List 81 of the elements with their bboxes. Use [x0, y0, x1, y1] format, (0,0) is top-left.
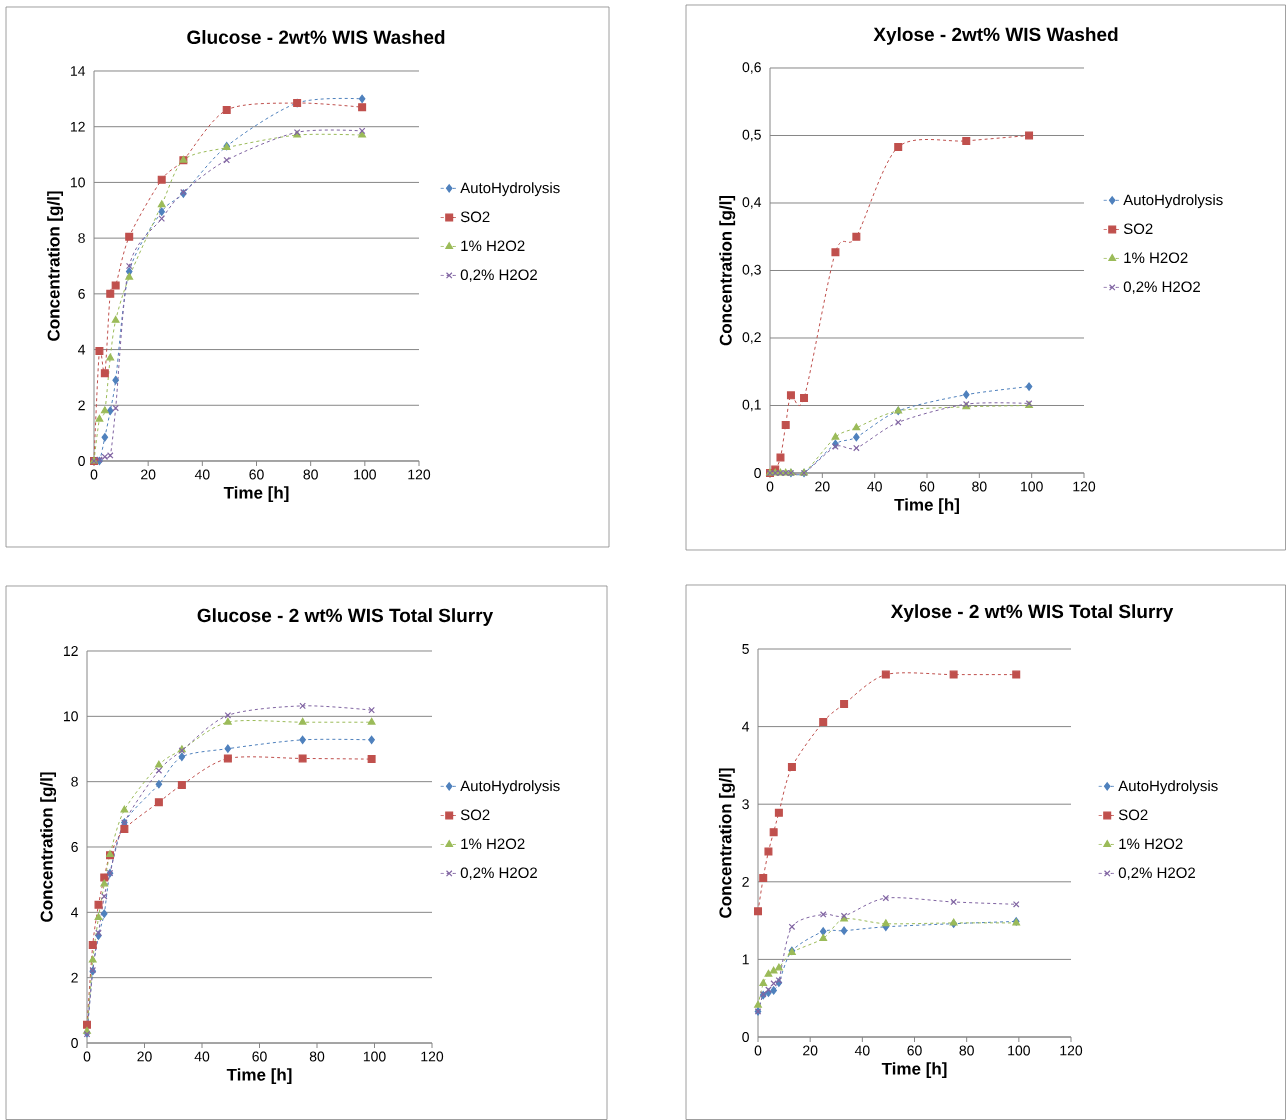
- y-tick-label: 0,4: [742, 197, 762, 209]
- y-tick-label: 14: [70, 66, 86, 76]
- x-tick-label: 100: [1008, 1045, 1030, 1056]
- legend-label: 1% H2O2: [1119, 838, 1183, 850]
- legend-label: AutoHydrolysis: [460, 182, 560, 197]
- y-tick-label: 0,1: [742, 399, 761, 412]
- y-tick-label: 8: [71, 776, 78, 787]
- y-tick-label: 12: [63, 646, 78, 656]
- x-tick-label: 20: [141, 469, 156, 480]
- y-tick-label: 4: [78, 344, 86, 355]
- x-tick-label: 100: [1021, 481, 1043, 492]
- chart-title: Glucose - 2 wt% WIS Total Slurry: [197, 608, 494, 626]
- y-tick-label: 10: [63, 711, 78, 722]
- legend-label: 0,2% H2O2: [460, 269, 537, 282]
- legend-label: AutoHydrolysis: [1123, 194, 1223, 209]
- y-tick-label: 10: [70, 177, 85, 188]
- x-axis-title: Time [h]: [894, 498, 959, 515]
- y-tick-label: 0: [78, 456, 85, 466]
- x-tick-label: 60: [249, 469, 264, 480]
- x-tick-label: 120: [1073, 481, 1096, 492]
- x-tick-label: 20: [137, 1051, 152, 1062]
- x-tick-label: 80: [309, 1051, 325, 1062]
- y-tick-label: 3: [742, 799, 749, 810]
- y-axis-title: Concentration [g/l]: [47, 191, 64, 341]
- x-tick-label: 0: [766, 481, 774, 492]
- y-tick-label: 2: [742, 876, 749, 887]
- y-tick-label: 0,2: [742, 332, 761, 344]
- legend-label: 0,2% H2O2: [1118, 867, 1195, 880]
- legend-label: 0,2% H2O2: [1123, 281, 1200, 294]
- legend-label: AutoHydrolysis: [460, 780, 560, 795]
- y-tick-label: 4: [71, 907, 79, 918]
- x-tick-label: 120: [1060, 1045, 1083, 1056]
- chart-title: Glucose - 2wt% WIS Washed: [187, 30, 445, 44]
- y-tick-label: 8: [78, 233, 85, 244]
- chart-title: Xylose - 2 wt% WIS Total Slurry: [890, 604, 1174, 622]
- x-tick-label: 80: [303, 469, 318, 480]
- y-tick-label: 12: [70, 121, 85, 132]
- legend-label: SO2: [460, 809, 490, 821]
- chart-title: Xylose - 2wt% WIS Washed: [873, 27, 1118, 45]
- y-tick-label: 5: [742, 644, 749, 654]
- y-tick-label: 6: [78, 288, 85, 299]
- x-axis-title: Time [h]: [881, 1062, 947, 1079]
- legend-label: AutoHydrolysis: [1118, 780, 1218, 795]
- legend-label: 1% H2O2: [461, 838, 525, 850]
- y-tick-label: 4: [742, 721, 750, 732]
- x-tick-label: 40: [194, 469, 210, 480]
- x-tick-label: 120: [408, 469, 431, 480]
- x-tick-label: 0: [90, 469, 98, 480]
- x-tick-label: 80: [959, 1045, 974, 1056]
- y-tick-label: 2: [71, 972, 78, 983]
- x-tick-label: 40: [867, 481, 882, 492]
- y-axis-title: Concentration [g/l]: [40, 772, 57, 922]
- x-tick-label: 80: [972, 481, 987, 492]
- y-tick-label: 0: [71, 1038, 78, 1048]
- y-axis-title: Concentration [g/l]: [719, 195, 736, 346]
- x-tick-label: 100: [354, 469, 376, 480]
- x-tick-label: 60: [252, 1051, 267, 1062]
- y-tick-label: 2: [78, 400, 85, 411]
- x-tick-label: 40: [194, 1051, 210, 1062]
- legend-label: 0,2% H2O2: [460, 867, 537, 880]
- y-tick-label: 6: [71, 842, 78, 852]
- legend-label: SO2: [1123, 223, 1153, 235]
- legend-label: 1% H2O2: [1124, 252, 1188, 264]
- y-tick-label: 1: [742, 954, 749, 965]
- x-tick-label: 20: [803, 1045, 818, 1056]
- legend-label: SO2: [1118, 809, 1148, 821]
- x-tick-label: 120: [421, 1051, 444, 1062]
- y-tick-label: 0,6: [742, 62, 761, 74]
- x-axis-title: Time [h]: [226, 1068, 292, 1085]
- y-tick-label: 0,5: [742, 129, 761, 142]
- legend-label: 1% H2O2: [461, 240, 525, 252]
- x-tick-label: 20: [815, 481, 830, 492]
- x-tick-label: 60: [907, 1045, 922, 1056]
- y-axis-title: Concentration [g/l]: [718, 768, 735, 918]
- x-axis-title: Time [h]: [223, 486, 289, 503]
- y-tick-label: 0,3: [742, 264, 761, 277]
- x-tick-label: 60: [919, 481, 935, 492]
- legend-label: SO2: [460, 211, 490, 223]
- x-tick-label: 40: [854, 1045, 870, 1056]
- y-tick-label: 0: [742, 1032, 749, 1042]
- x-tick-label: 100: [363, 1051, 386, 1062]
